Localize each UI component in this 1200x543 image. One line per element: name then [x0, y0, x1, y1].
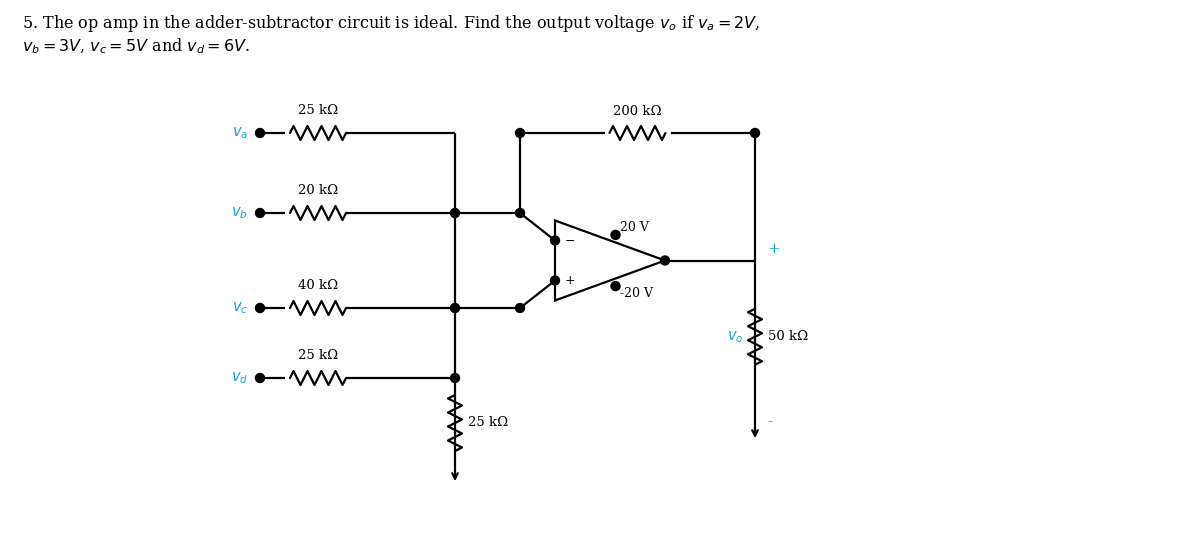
Circle shape — [750, 129, 760, 137]
Text: 200 kΩ: 200 kΩ — [613, 105, 661, 118]
Text: 25 kΩ: 25 kΩ — [468, 416, 508, 430]
Circle shape — [256, 374, 264, 382]
Circle shape — [551, 236, 559, 245]
Circle shape — [450, 374, 460, 382]
Circle shape — [256, 304, 264, 313]
Text: $v_b = 3V$, $v_c = 5V$ and $v_d = 6V$.: $v_b = 3V$, $v_c = 5V$ and $v_d = 6V$. — [22, 37, 251, 56]
Circle shape — [551, 276, 559, 285]
Text: 20 V: 20 V — [620, 221, 649, 234]
Text: -20 V: -20 V — [620, 287, 654, 300]
Text: 5. The op amp in the adder-subtractor circuit is ideal. Find the output voltage : 5. The op amp in the adder-subtractor ci… — [22, 13, 761, 34]
Text: $v_a$: $v_a$ — [232, 125, 248, 141]
Text: $v_b$: $v_b$ — [232, 205, 248, 221]
Circle shape — [256, 129, 264, 137]
Circle shape — [516, 129, 524, 137]
Text: -: - — [767, 415, 772, 429]
Text: $v_c$: $v_c$ — [232, 300, 248, 316]
Text: +: + — [767, 242, 780, 256]
Circle shape — [516, 209, 524, 218]
Circle shape — [611, 282, 620, 291]
Circle shape — [256, 209, 264, 218]
Text: 25 kΩ: 25 kΩ — [298, 104, 338, 117]
Text: 40 kΩ: 40 kΩ — [298, 279, 338, 292]
Circle shape — [450, 304, 460, 313]
Text: $v_o$: $v_o$ — [726, 329, 743, 345]
Text: 50 kΩ: 50 kΩ — [768, 330, 808, 343]
Text: $+$: $+$ — [564, 274, 575, 287]
Circle shape — [611, 230, 620, 239]
Text: $-$: $-$ — [564, 234, 575, 247]
Text: 25 kΩ: 25 kΩ — [298, 349, 338, 362]
Text: 20 kΩ: 20 kΩ — [298, 184, 338, 197]
Circle shape — [660, 256, 670, 265]
Circle shape — [516, 304, 524, 313]
Text: $v_d$: $v_d$ — [230, 370, 248, 386]
Circle shape — [450, 209, 460, 218]
